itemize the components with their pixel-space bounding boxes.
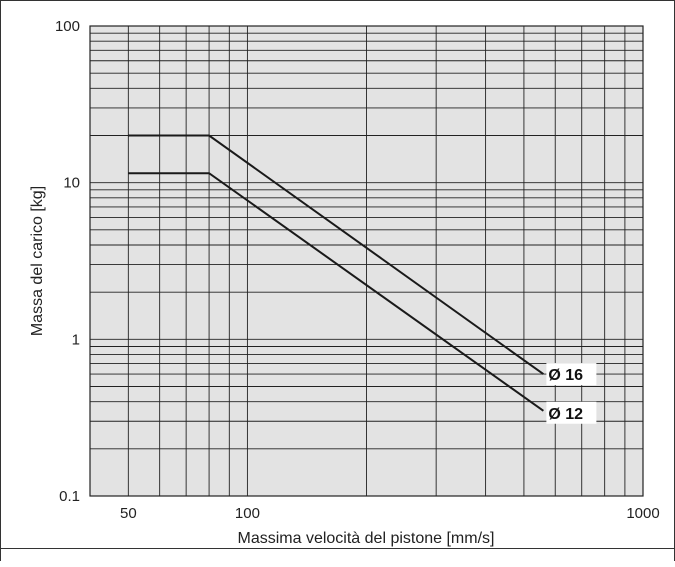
y-tick-label: 10 [63, 175, 80, 192]
series-label-bg-2 [546, 401, 597, 424]
y-tick-label: 100 [55, 18, 80, 35]
series-label-1: Ø 16 [548, 367, 583, 384]
x-tick-label: 100 [235, 505, 260, 522]
x-axis-label: Massima velocità del pistone [mm/s] [238, 530, 495, 547]
y-tick-label: 1 [72, 331, 80, 348]
y-tick-label: 0.1 [59, 488, 80, 505]
series-line-1 [128, 134, 544, 375]
plot-border [89, 25, 644, 497]
series-line-2 [128, 172, 544, 412]
series-label-2: Ø 12 [548, 406, 583, 423]
series-label-bg-1 [546, 363, 597, 386]
series-layer: Ø 16 Ø 12 [128, 134, 597, 424]
x-tick-label: 50 [120, 505, 137, 522]
y-axis-label: Massa del carico [kg] [29, 186, 46, 336]
x-tick-label: 1000 [626, 505, 659, 522]
y-tick-labels: 100 10 1 0.1 [55, 18, 80, 505]
x-tick-labels: 50 100 1000 [120, 505, 660, 522]
grid-lines [90, 26, 643, 496]
